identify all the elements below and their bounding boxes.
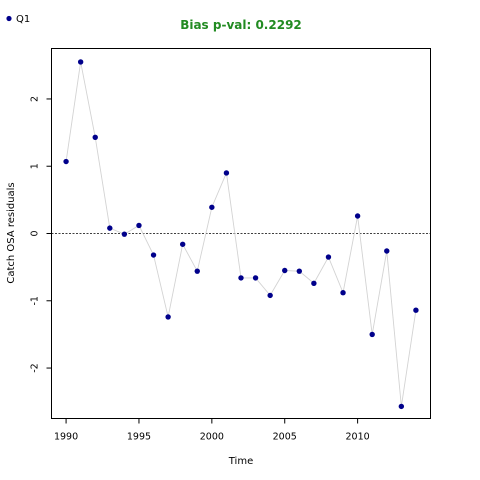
data-point bbox=[238, 275, 244, 281]
data-point bbox=[354, 213, 361, 219]
data-point bbox=[77, 59, 84, 65]
data-point bbox=[165, 314, 171, 320]
legend: Q1 bbox=[6, 14, 30, 25]
y-tick-label: -1 bbox=[30, 296, 41, 305]
y-tick-label: -2 bbox=[30, 363, 41, 372]
legend-marker bbox=[6, 15, 12, 22]
data-point bbox=[325, 254, 332, 260]
data-point bbox=[282, 267, 288, 274]
data-point bbox=[121, 231, 128, 237]
data-point bbox=[311, 280, 317, 286]
series-line bbox=[65, 61, 417, 407]
x-tick-label: 2000 bbox=[200, 432, 224, 443]
x-tick-label: 2005 bbox=[273, 432, 297, 443]
data-point bbox=[150, 252, 157, 258]
plot-area: 1990 1995 2000 2005 2010 -2 -1 0 1 2 bbox=[30, 48, 431, 443]
data-point bbox=[369, 331, 375, 338]
x-tick-label: 2010 bbox=[346, 432, 370, 443]
data-point bbox=[398, 403, 405, 410]
data-point bbox=[179, 241, 186, 247]
data-point bbox=[267, 292, 273, 299]
data-point bbox=[194, 268, 200, 274]
data-point bbox=[209, 204, 215, 210]
data-point bbox=[223, 170, 230, 176]
chart-title: Bias p-val: 0.2292 bbox=[180, 18, 302, 32]
y-axis-label: Catch OSA residuals bbox=[6, 182, 17, 283]
data-point bbox=[107, 225, 113, 231]
data-point bbox=[136, 222, 142, 229]
x-tick-label: 1995 bbox=[127, 432, 151, 443]
y-tick-label: 2 bbox=[30, 96, 41, 102]
data-point bbox=[340, 290, 346, 296]
legend-label: Q1 bbox=[16, 14, 30, 25]
data-point bbox=[92, 134, 98, 140]
data-point bbox=[296, 268, 303, 274]
data-point bbox=[63, 158, 69, 165]
data-point bbox=[413, 307, 419, 313]
data-point bbox=[252, 275, 259, 281]
x-axis-label: Time bbox=[228, 456, 253, 467]
y-tick-label: 1 bbox=[30, 163, 41, 169]
x-tick-label: 1990 bbox=[54, 432, 78, 443]
y-tick-label: 0 bbox=[30, 230, 41, 236]
data-point bbox=[384, 248, 390, 254]
